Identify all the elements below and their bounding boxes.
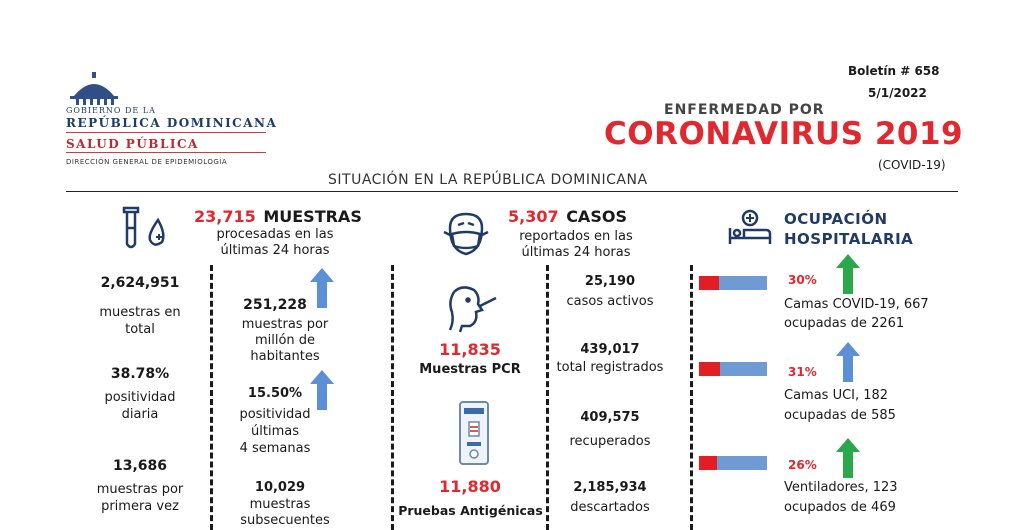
primera-vez-label2: primera vez bbox=[101, 499, 179, 514]
positividad-diaria-value: 38.78% bbox=[110, 366, 170, 382]
situacion-title: SITUACIÓN EN LA REPÚBLICA DOMINICANA bbox=[328, 172, 648, 188]
nasal-swab-icon bbox=[440, 282, 500, 334]
por-millon-label3: habitantes bbox=[250, 349, 320, 364]
bulletin-number: Boletín # 658 bbox=[848, 64, 940, 78]
total-registrados-value: 439,017 bbox=[580, 342, 640, 357]
positividad-diaria-label2: diaria bbox=[121, 407, 159, 422]
subsecuentes-label2: subsecuentes bbox=[240, 513, 330, 528]
muestras-total-label2: total bbox=[125, 322, 155, 337]
occupancy-bar-rest bbox=[720, 362, 767, 376]
divider-1 bbox=[210, 265, 213, 530]
por-millon-label2: millón de bbox=[254, 333, 316, 348]
arrow-up-icon bbox=[310, 370, 334, 414]
casos-headline-number: 5,307 bbox=[508, 207, 559, 226]
arrow-up-icon bbox=[310, 268, 334, 312]
arrow-up-icon bbox=[836, 342, 860, 386]
gov-line2: REPÚBLICA DOMINICANA bbox=[66, 116, 278, 130]
occupancy-line2: ocupados de 469 bbox=[784, 500, 896, 515]
positividad-diaria-label1: positividad bbox=[104, 390, 176, 405]
casos-activos-label: casos activos bbox=[566, 294, 654, 309]
positividad-4sem-label1: positividad bbox=[239, 407, 311, 422]
face-mask-icon bbox=[438, 210, 494, 258]
divider-2 bbox=[391, 265, 394, 530]
occupancy-bar bbox=[699, 362, 767, 376]
ocupacion-title1: OCUPACIÓN bbox=[784, 210, 888, 228]
occupancy-bar bbox=[699, 456, 767, 470]
bulletin-date: 5/1/2022 bbox=[868, 86, 927, 100]
casos-activos-value: 25,190 bbox=[584, 274, 636, 289]
occupancy-pct: 31% bbox=[788, 365, 817, 379]
pcr-value: 11,835 bbox=[439, 340, 501, 359]
occupancy-bar-rest bbox=[716, 456, 767, 470]
antigen-test-icon bbox=[458, 400, 490, 466]
casos-headline-label: CASOS bbox=[566, 207, 627, 226]
ocupacion-title2: HOSPITALARIA bbox=[784, 230, 914, 248]
occupancy-line1: Ventiladores, 123 bbox=[784, 480, 898, 495]
occupancy-line1: Camas UCI, 182 bbox=[784, 388, 889, 403]
occupancy-line2: ocupadas de 2261 bbox=[784, 316, 905, 331]
coronavirus-title: CORONAVIRUS 2019 bbox=[604, 116, 964, 152]
pcr-label: Muestras PCR bbox=[419, 362, 521, 377]
muestras-total-label1: muestras en bbox=[99, 305, 181, 320]
covid-label: (COVID-19) bbox=[878, 158, 946, 172]
gov-line1: GOBIERNO DE LA bbox=[66, 106, 156, 115]
por-millon-value: 251,228 bbox=[243, 297, 307, 313]
antigen-label: Pruebas Antigénicas bbox=[398, 503, 543, 518]
primera-vez-value: 13,686 bbox=[112, 458, 168, 474]
enfermedad-por: ENFERMEDAD POR bbox=[664, 102, 825, 118]
occupancy-bar bbox=[699, 276, 767, 290]
positividad-4sem-value: 15.50% bbox=[247, 386, 303, 401]
divider-4 bbox=[690, 265, 693, 530]
occupancy-pct: 26% bbox=[788, 458, 817, 472]
arrow-up-icon bbox=[836, 254, 860, 298]
occupancy-bar-rest bbox=[719, 276, 767, 290]
occupancy-line2: ocupadas de 585 bbox=[784, 408, 896, 423]
occupancy-bar-fill bbox=[699, 456, 717, 470]
primera-vez-label1: muestras por bbox=[96, 482, 184, 497]
antigen-value: 11,880 bbox=[439, 477, 501, 496]
occupancy-line1: Camas COVID-19, 667 bbox=[784, 297, 929, 312]
muestras-headline-label: MUESTRAS bbox=[263, 207, 362, 226]
subsecuentes-label1: muestras bbox=[249, 497, 311, 512]
divider-3 bbox=[546, 265, 549, 530]
test-tube-icon bbox=[118, 206, 174, 252]
logo bbox=[64, 70, 124, 106]
occupancy-pct: 30% bbox=[788, 273, 817, 287]
casos-sub2: últimas 24 horas bbox=[521, 245, 631, 260]
subsecuentes-value: 10,029 bbox=[254, 480, 306, 495]
header-divider bbox=[66, 191, 958, 192]
total-registrados-label: total registrados bbox=[556, 360, 664, 375]
muestras-total-value: 2,624,951 bbox=[100, 275, 180, 291]
occupancy-bar-fill bbox=[699, 362, 721, 376]
arrow-up-icon bbox=[836, 438, 860, 482]
descartados-label: descartados bbox=[570, 500, 650, 515]
casos-sub1: reportados en las bbox=[519, 229, 633, 244]
descartados-value: 2,185,934 bbox=[573, 480, 647, 495]
salud-publica: SALUD PÚBLICA bbox=[66, 137, 199, 151]
muestras-headline-number: 23,715 bbox=[194, 207, 256, 226]
positividad-4sem-label2: últimas bbox=[251, 424, 299, 439]
direccion: DIRECCIÓN GENERAL DE EPIDEMIOLOGÍA bbox=[66, 158, 228, 166]
por-millon-label1: muestras por bbox=[241, 317, 329, 332]
muestras-sub1: procesadas en las bbox=[216, 227, 334, 242]
occupancy-bar-fill bbox=[699, 276, 720, 290]
recuperados-label: recuperados bbox=[569, 434, 651, 449]
positividad-4sem-label3: 4 semanas bbox=[239, 441, 311, 456]
recuperados-value: 409,575 bbox=[580, 410, 640, 425]
muestras-sub2: últimas 24 horas bbox=[220, 243, 330, 258]
hospital-bed-icon bbox=[726, 208, 774, 248]
